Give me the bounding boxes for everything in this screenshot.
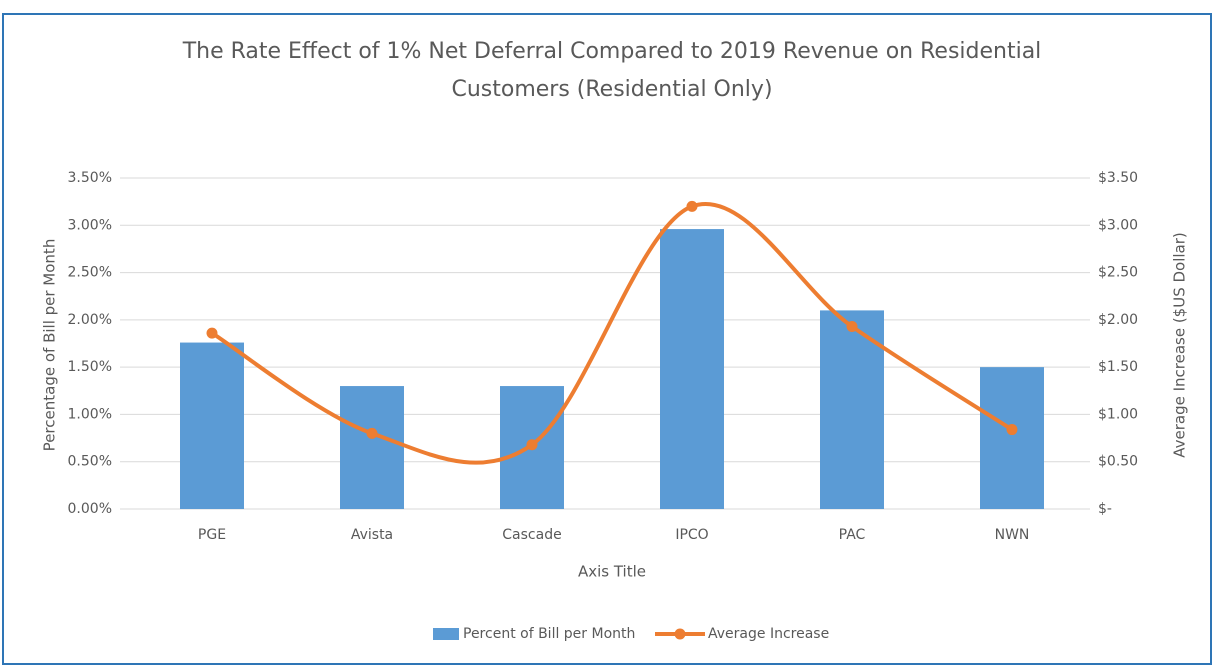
marker (366, 427, 378, 439)
chart-frame (2, 13, 1212, 665)
y-axis-title: Percentage of Bill per Month (41, 239, 59, 452)
y-tick-label: 3.50% (68, 170, 112, 186)
legend-swatch (674, 628, 686, 640)
y2-tick-label: $3.00 (1098, 217, 1138, 233)
x-tick-label: IPCO (675, 527, 708, 543)
bar (180, 342, 244, 509)
y-tick-label: 1.50% (68, 359, 112, 375)
marker (526, 439, 538, 451)
y2-tick-label: $0.50 (1098, 454, 1138, 470)
y-tick-label: 3.00% (68, 217, 112, 233)
y-tick-label: 1.00% (68, 406, 112, 422)
bar (340, 386, 404, 509)
bar (980, 367, 1044, 509)
chart-title: Customers (Residential Only) (451, 77, 772, 102)
y2-tick-label: $2.00 (1098, 312, 1138, 328)
bar (820, 310, 884, 509)
chart-title: The Rate Effect of 1% Net Deferral Compa… (182, 39, 1042, 64)
marker (846, 320, 858, 332)
marker (686, 200, 698, 212)
y2-axis-title: Average Increase ($US Dollar) (1171, 232, 1189, 458)
y2-tick-label: $3.50 (1098, 170, 1138, 186)
y-tick-label: 0.50% (68, 454, 112, 470)
y-tick-label: 2.50% (68, 265, 112, 281)
x-axis-title: Axis Title (578, 563, 646, 581)
x-tick-label: Avista (351, 527, 393, 543)
bar (660, 229, 724, 509)
x-tick-label: Cascade (502, 527, 561, 543)
legend-swatch (433, 628, 459, 640)
y2-tick-label: $1.00 (1098, 406, 1138, 422)
legend-label: Percent of Bill per Month (463, 626, 635, 642)
legend-label: Average Increase (708, 626, 829, 642)
y2-tick-label: $2.50 (1098, 265, 1138, 281)
y-tick-label: 0.00% (68, 501, 112, 517)
line (210, 202, 1014, 465)
y-tick-label: 2.00% (68, 312, 112, 328)
marker (1006, 424, 1018, 436)
x-tick-label: PGE (198, 527, 226, 543)
y2-tick-label: $1.50 (1098, 359, 1138, 375)
marker (206, 327, 218, 339)
y2-tick-label: $- (1098, 501, 1112, 517)
x-tick-label: NWN (995, 527, 1030, 543)
x-tick-label: PAC (839, 527, 866, 543)
